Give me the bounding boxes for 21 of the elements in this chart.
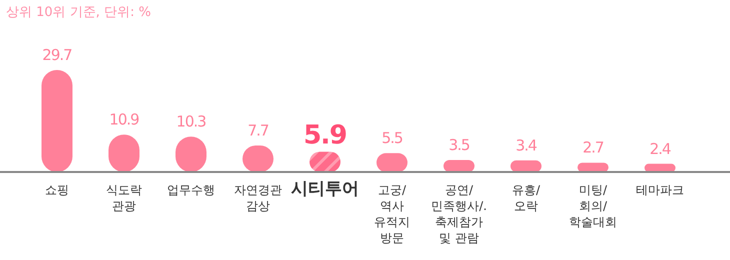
x-tick-label: 미팅/ 회의/ 학술대회 — [569, 183, 617, 229]
data-label: 10.9 — [109, 110, 140, 129]
data-label: 3.4 — [516, 136, 537, 154]
x-tick-label: 시티투어 — [291, 179, 359, 199]
x-tick-label: 식도락 관광 — [106, 183, 142, 213]
x-tick-label: 자연경관 감상 — [234, 183, 282, 213]
x-tick-label: 테마파크 — [636, 183, 684, 197]
x-tick-label: 업무수행 — [167, 183, 215, 197]
data-label: 3.5 — [448, 136, 470, 154]
data-label: 10.3 — [176, 112, 206, 131]
data-label: 2.7 — [582, 138, 604, 157]
chart-title: 상위 10위 기준, 단위: % — [6, 5, 151, 20]
data-label: 7.7 — [248, 122, 269, 140]
x-tick-label: 유흥/ 오락 — [512, 183, 541, 213]
x-tick-label: 고궁/ 역사 유적지 방문 — [374, 183, 410, 245]
x-tick-label: 쇼핑 — [45, 183, 69, 197]
data-label: 5.5 — [382, 129, 403, 148]
data-label: 2.4 — [650, 140, 671, 158]
data-label: 5.9 — [303, 120, 347, 151]
x-tick-label: 공연/ 민족행사/. 축제참가 및 관람 — [431, 183, 487, 245]
data-label: 29.7 — [42, 46, 72, 64]
